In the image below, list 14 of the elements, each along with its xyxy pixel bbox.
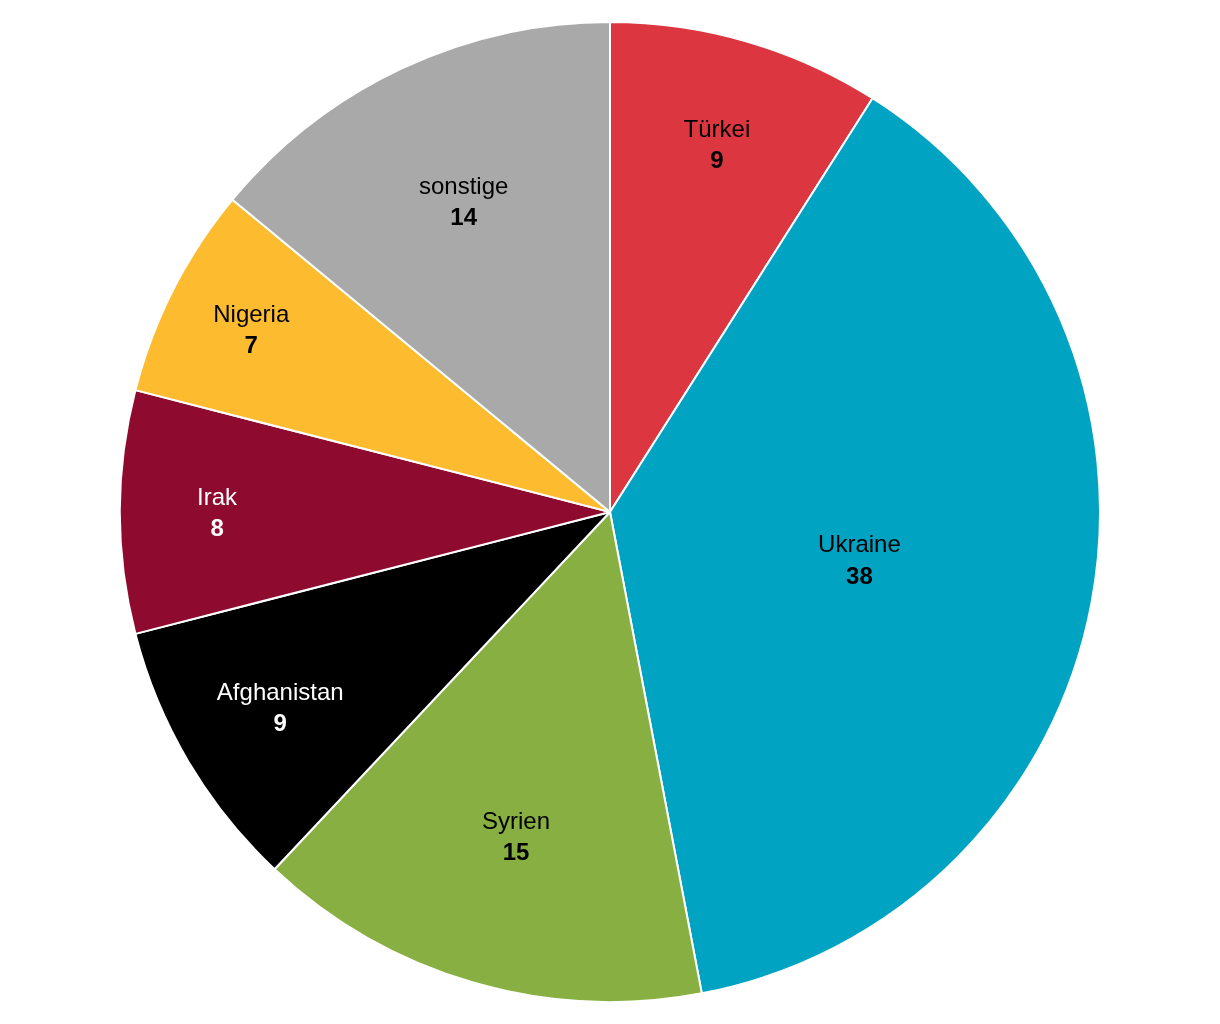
- data-label: 15: [502, 837, 530, 865]
- data-label: 9: [273, 709, 287, 737]
- data-label: 38: [846, 561, 873, 589]
- slice-label: Nigeria: [213, 300, 290, 328]
- data-label: 7: [244, 331, 258, 359]
- slice-label: Ukraine: [818, 530, 901, 558]
- data-label: 9: [710, 146, 724, 174]
- slice-label: Syrien: [481, 806, 550, 834]
- data-label: 8: [210, 514, 224, 542]
- slice-label: sonstige: [418, 171, 509, 199]
- data-label: 14: [450, 203, 478, 231]
- slice-label: Türkei: [683, 115, 751, 142]
- slice-label: Irak: [197, 482, 239, 510]
- slice-label: Afghanistan: [216, 677, 344, 705]
